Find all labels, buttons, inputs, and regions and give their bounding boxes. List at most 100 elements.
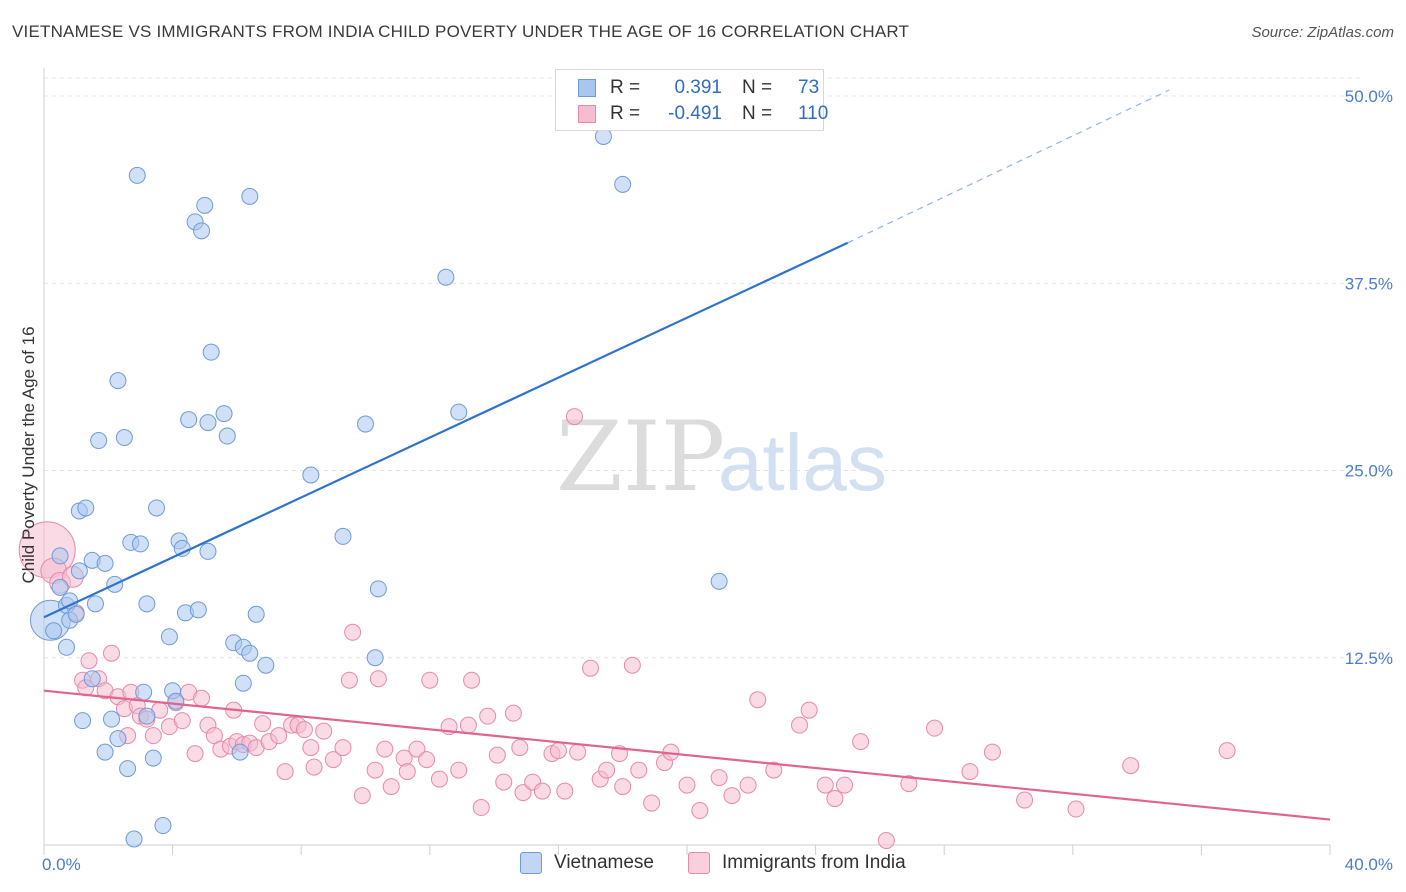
data-point-india	[765, 761, 783, 779]
data-point-india	[463, 671, 481, 689]
data-point-vietnamese	[138, 595, 156, 613]
data-point-india	[678, 776, 696, 794]
data-point-india	[565, 408, 583, 426]
legend-label-vietnamese: Vietnamese	[554, 852, 654, 873]
data-point-vietnamese	[196, 196, 214, 214]
series-india-points	[18, 408, 1236, 850]
data-point-vietnamese	[437, 268, 455, 286]
data-point-vietnamese	[77, 499, 95, 517]
data-point-vietnamese	[366, 649, 384, 667]
trend-line-vietnamese	[43, 241, 849, 619]
data-point-india	[366, 761, 384, 779]
data-point-vietnamese	[193, 222, 211, 240]
legend-r-label: R =	[610, 103, 641, 124]
data-point-india	[900, 775, 918, 793]
data-point-vietnamese	[302, 466, 320, 484]
data-point-india	[472, 799, 490, 817]
chart-title: VIETNAMESE VS IMMIGRANTS FROM INDIA CHIL…	[12, 22, 910, 41]
data-point-vietnamese	[70, 562, 88, 580]
data-point-vietnamese	[45, 622, 63, 640]
data-point-vietnamese	[138, 707, 156, 725]
data-point-vietnamese	[119, 760, 137, 778]
data-point-vietnamese	[103, 710, 121, 728]
data-point-india	[800, 701, 818, 719]
data-point-india	[103, 644, 121, 662]
y-tick-label: 37.5%	[1345, 274, 1393, 293]
legend-r-value-vietnamese: 0.391	[674, 77, 722, 98]
legend-label-india: Immigrants from India	[722, 852, 906, 873]
data-point-vietnamese	[614, 175, 632, 193]
data-point-india	[495, 773, 513, 791]
data-point-india	[450, 761, 468, 779]
data-point-vietnamese	[710, 572, 728, 590]
data-point-india	[877, 832, 895, 850]
data-point-vietnamese	[167, 692, 185, 710]
data-point-india	[324, 751, 342, 769]
data-point-vietnamese	[202, 343, 220, 361]
data-point-vietnamese	[241, 644, 259, 662]
data-point-vietnamese	[199, 414, 217, 432]
data-point-vietnamese	[128, 166, 146, 184]
data-point-vietnamese	[86, 595, 104, 613]
data-point-india	[533, 782, 551, 800]
data-point-india	[826, 790, 844, 808]
legend-item-india: Immigrants from India	[688, 852, 906, 874]
data-point-india	[598, 761, 616, 779]
data-point-india	[315, 722, 333, 740]
data-point-india	[193, 689, 211, 707]
y-tick-label: 25.0%	[1345, 462, 1393, 481]
data-point-india	[295, 721, 313, 739]
data-point-india	[1122, 757, 1140, 775]
data-point-vietnamese	[115, 429, 133, 447]
legend-swatch-india	[688, 852, 710, 874]
data-point-india	[852, 733, 870, 751]
legend-row-india: R = -0.491 N = 110	[578, 101, 828, 127]
data-point-india	[739, 776, 757, 794]
data-point-vietnamese	[218, 427, 236, 445]
data-point-india	[398, 763, 416, 781]
data-point-vietnamese	[234, 674, 252, 692]
data-point-india	[80, 652, 98, 670]
data-point-vietnamese	[96, 743, 114, 761]
data-point-india	[643, 794, 661, 812]
data-point-india	[514, 784, 532, 802]
data-point-vietnamese	[109, 372, 127, 390]
data-point-vietnamese	[215, 405, 233, 423]
data-point-india	[569, 743, 587, 761]
data-point-india	[421, 671, 439, 689]
data-point-india	[302, 739, 320, 757]
data-point-vietnamese	[83, 670, 101, 688]
data-point-india	[376, 740, 394, 758]
data-point-india	[340, 671, 358, 689]
data-point-india	[549, 742, 567, 760]
data-point-india	[418, 751, 436, 769]
legend-swatch-vietnamese	[578, 79, 596, 97]
data-point-vietnamese	[231, 743, 249, 761]
data-point-india	[623, 656, 641, 674]
data-point-india	[723, 787, 741, 805]
grid-lines	[44, 77, 1360, 659]
data-point-vietnamese	[51, 578, 69, 596]
trend-lines	[43, 89, 1331, 821]
legend-r-value-india: -0.491	[668, 103, 722, 124]
data-point-india	[961, 763, 979, 781]
data-point-india	[1067, 800, 1085, 818]
data-point-vietnamese	[96, 554, 114, 572]
correlation-legend: R = 0.391 N = 73 R = -0.491 N = 110	[555, 69, 828, 131]
data-point-vietnamese	[135, 683, 153, 701]
data-point-vietnamese	[148, 499, 166, 517]
data-point-vietnamese	[154, 817, 172, 835]
data-point-india	[459, 716, 477, 734]
data-point-vietnamese	[131, 535, 149, 553]
source-credit: Source: ZipAtlas.com	[1251, 24, 1394, 41]
series-legend: Vietnamese Immigrants from India	[0, 852, 1406, 878]
data-point-india	[504, 704, 522, 722]
axes	[43, 68, 1331, 855]
data-point-vietnamese	[357, 415, 374, 433]
data-point-vietnamese	[450, 403, 468, 421]
data-point-india	[144, 727, 162, 745]
watermark-atlas: atlas	[718, 418, 887, 507]
data-point-vietnamese	[67, 605, 85, 623]
data-point-india	[186, 745, 204, 763]
legend-r-label: R =	[610, 77, 641, 98]
